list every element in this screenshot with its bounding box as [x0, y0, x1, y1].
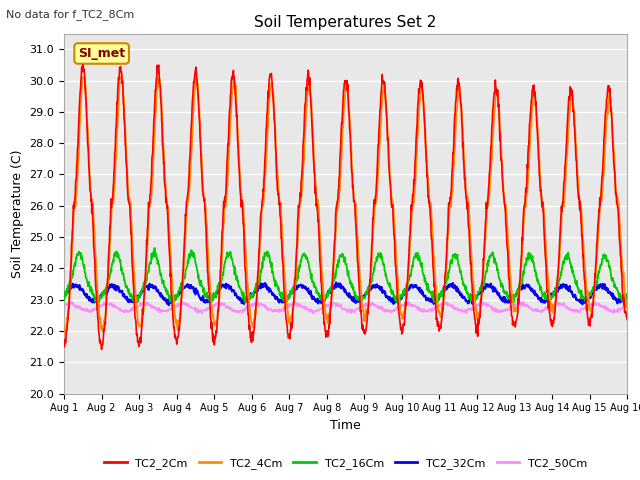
Text: SI_met: SI_met — [78, 47, 125, 60]
Text: No data for f_TC2_8Cm: No data for f_TC2_8Cm — [6, 9, 134, 20]
Legend: TC2_2Cm, TC2_4Cm, TC2_16Cm, TC2_32Cm, TC2_50Cm: TC2_2Cm, TC2_4Cm, TC2_16Cm, TC2_32Cm, TC… — [100, 453, 591, 473]
X-axis label: Time: Time — [330, 419, 361, 432]
Y-axis label: Soil Temperature (C): Soil Temperature (C) — [11, 149, 24, 278]
Title: Soil Temperatures Set 2: Soil Temperatures Set 2 — [255, 15, 436, 30]
